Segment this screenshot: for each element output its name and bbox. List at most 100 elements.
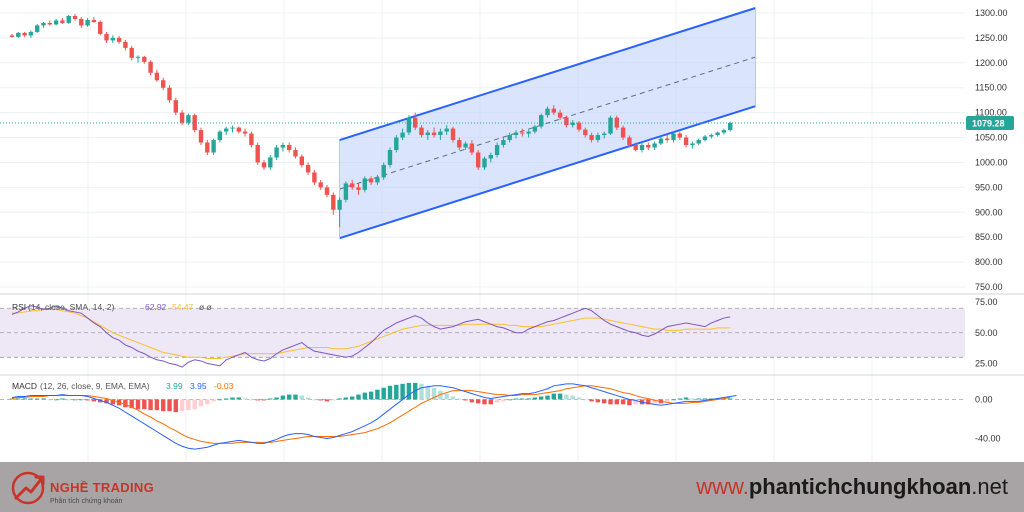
macd-histogram-bar [261, 399, 267, 401]
macd-histogram-bar [551, 393, 556, 400]
rsi-ma-line [12, 308, 731, 360]
candle-body [457, 140, 462, 148]
candle-body [620, 127, 626, 138]
macd-histogram-bar [66, 399, 71, 401]
macd-histogram-bar [583, 399, 588, 401]
macd-histogram-bar [683, 397, 689, 400]
macd-histogram-bar [47, 399, 52, 401]
candle-body [715, 132, 720, 136]
macd-histogram-bar [255, 399, 260, 401]
candle-body [123, 41, 128, 48]
macd-histogram-bar [154, 399, 160, 411]
price-tick-label: 1200.00 [975, 58, 1008, 68]
rsi-tick-label: 75.00 [975, 297, 998, 307]
candle-body [337, 199, 342, 210]
candle-body [501, 140, 506, 146]
website-domain: phantichchungkhoan [748, 474, 972, 499]
macd-histogram-bar [305, 397, 311, 400]
macd-histogram-bar [488, 399, 493, 405]
website-tld: .net [971, 474, 1008, 499]
candle-body [28, 31, 34, 36]
candle-body [431, 132, 437, 136]
candle-body [293, 150, 298, 157]
macd-histogram-bar [53, 399, 59, 401]
candle-body [557, 112, 563, 118]
candle-body [22, 32, 27, 36]
candle-body [72, 15, 78, 19]
macd-histogram-bar [173, 399, 178, 413]
candle-body [356, 187, 361, 190]
candle-body [488, 154, 493, 159]
candle-body [696, 140, 701, 144]
macd-histogram-bar [161, 399, 166, 412]
candle-body [728, 122, 733, 131]
macd-signal-legend-value: 3.95 [190, 381, 207, 391]
candle-body [576, 122, 582, 130]
price-tick-label: 950.00 [975, 182, 1003, 192]
rsi-line [11, 305, 731, 368]
candle-body [129, 47, 134, 58]
candle-body [16, 32, 21, 37]
chart-grid [0, 0, 1024, 462]
macd-histogram-bar [677, 398, 682, 400]
macd-histogram-bar [652, 399, 657, 404]
price-tick-label: 1300.00 [975, 8, 1008, 18]
candle-body [677, 133, 682, 138]
candle-body [98, 21, 103, 34]
macd-legend: MACD (12, 26, close, 9, EMA, EMA) 3.99 3… [12, 381, 234, 391]
macd-histogram-bar [41, 398, 46, 400]
candle-body [683, 137, 689, 146]
macd-histogram-bar [179, 399, 185, 412]
candle-body [671, 133, 676, 141]
candlestick-series [9, 13, 733, 228]
candle-body [614, 117, 619, 128]
macd-histogram-bar [85, 399, 90, 401]
candle-body [362, 178, 367, 190]
rsi-tick-label: 50.00 [975, 328, 998, 338]
macd-histogram-bar [79, 399, 84, 401]
candle-body [350, 183, 355, 188]
macd-histogram-bar [362, 392, 367, 400]
candle-body [205, 142, 210, 153]
candle-body [520, 132, 525, 134]
macd-histogram-bar [368, 391, 374, 400]
candle-body [406, 117, 412, 133]
website-link[interactable]: www.phantichchungkhoan.net [696, 474, 1008, 500]
macd-histogram-bar [665, 399, 670, 402]
candle-body [564, 117, 569, 126]
candle-body [646, 145, 651, 148]
candle-body [198, 130, 204, 143]
macd-histogram-bar [728, 398, 733, 400]
candle-body [633, 145, 638, 150]
rsi-legend-params: (14, close, SMA, 14, 2) [28, 302, 115, 312]
macd-histogram-bar [135, 399, 141, 410]
macd-histogram-bar [343, 397, 349, 400]
macd-histogram-bar [9, 398, 15, 400]
macd-histogram-bar [110, 399, 115, 405]
macd-line [11, 383, 737, 450]
candle-body [91, 19, 97, 22]
candle-body [261, 162, 267, 168]
channel-lower-line [339, 105, 756, 240]
candle-body [368, 178, 374, 183]
macd-histogram-bar [186, 399, 191, 411]
candle-body [211, 140, 216, 153]
candle-body [41, 22, 46, 26]
macd-histogram-bar [608, 399, 613, 405]
candle-body [167, 87, 172, 101]
macd-histogram-bar [350, 396, 355, 400]
current-price-badge [966, 115, 1014, 130]
macd-histogram-bar [224, 398, 229, 400]
macd-histogram-bar [444, 393, 449, 400]
macd-histogram-bar [129, 399, 134, 409]
macd-histogram-bar [268, 398, 273, 400]
candle-body [299, 156, 304, 165]
candle-body [469, 143, 475, 153]
candle-body [709, 135, 714, 137]
candle-body [375, 177, 380, 183]
rsi-tick-label: 25.00 [975, 358, 998, 368]
macd-histogram-bar [406, 382, 412, 400]
macd-signal-line [11, 385, 731, 444]
candle-body [394, 137, 399, 150]
candle-body [639, 145, 645, 150]
